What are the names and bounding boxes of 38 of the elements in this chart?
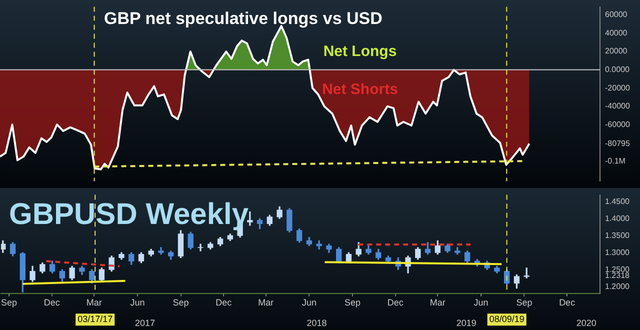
x2-tick-label: 2020 (576, 318, 596, 328)
ref-line-label: 03/17/17 (78, 314, 113, 324)
x-tick-label: Jun (302, 297, 316, 308)
ref-line-label: 08/09/19 (489, 314, 524, 324)
x-tick-label: Dec (387, 297, 404, 308)
chart-title: GBP net speculative longs vs USD (104, 8, 382, 28)
x2-tick-label: 2017 (134, 318, 156, 328)
x-tick-label: Jun (130, 297, 145, 308)
x2-tick-label: 2018 (306, 318, 327, 328)
x-tick-label: Sep (1, 297, 18, 308)
x-tick-label: Dec (216, 297, 232, 308)
x-tick-label: Mar (430, 297, 446, 308)
x-tick-label: Dec (559, 297, 576, 308)
x-tick-label: Mar (86, 297, 102, 308)
annotation: Net Longs (323, 42, 397, 60)
x-tick-label: Mar (258, 297, 274, 308)
y-tick-label: 0.0000 (605, 65, 630, 74)
y-tick-label: 60000 (605, 10, 628, 20)
y-tick-label: 40000 (605, 28, 628, 38)
x-tick-label: Jun (474, 297, 488, 308)
y-tick-label: -40000 (605, 102, 630, 111)
x2-tick-label: 2019 (456, 318, 476, 328)
y-tick-label: 1.4500 (605, 196, 630, 206)
y-tick-label: -60000 (605, 120, 630, 129)
y-tick-label: -80795 (605, 138, 630, 148)
y-tick-label: 1.3000 (605, 248, 630, 257)
y-tick-label: 1.4000 (605, 214, 630, 223)
y-tick-label: 1.3500 (605, 230, 630, 240)
y-tick-label: 1.2000 (605, 282, 630, 291)
x-tick-label: Dec (44, 297, 60, 308)
y-tick-label: -20000 (605, 83, 630, 92)
chart-title: GBPUSD Weekly (9, 198, 249, 232)
y-tick-label: 20000 (605, 46, 628, 56)
y-tick-label: -0.1M (605, 156, 626, 166)
annotation: Net Shorts (322, 80, 398, 98)
x-tick-label: Sep (172, 297, 189, 308)
x-tick-label: Sep (516, 297, 532, 308)
x-tick-label: Sep (344, 297, 361, 308)
